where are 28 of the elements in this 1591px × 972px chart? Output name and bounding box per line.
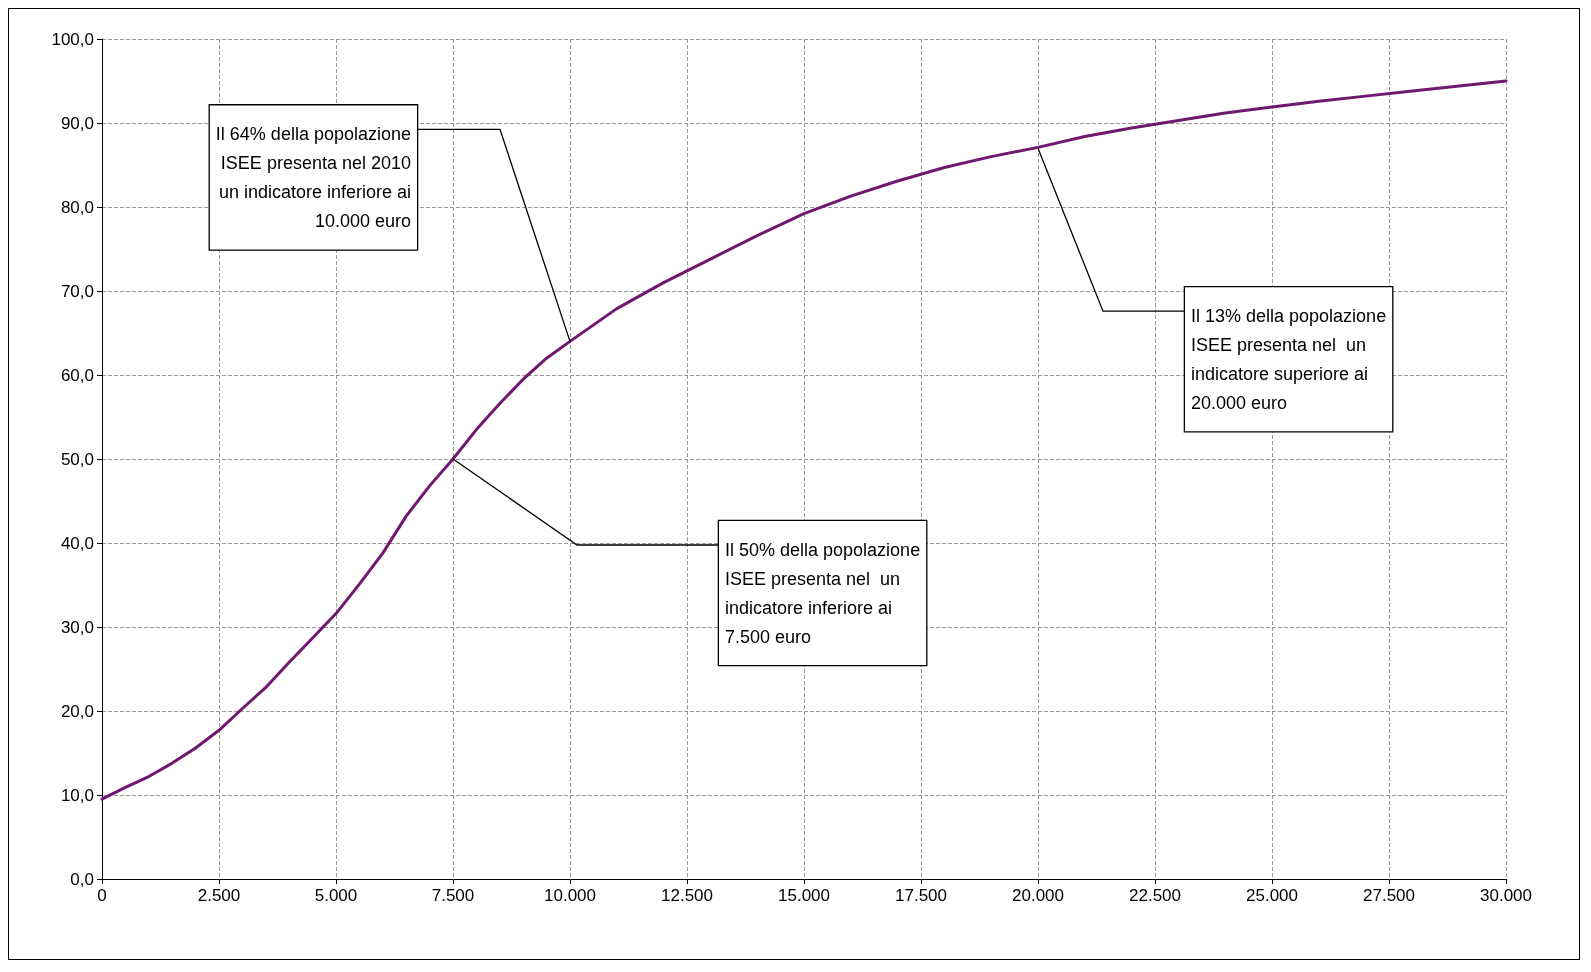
annotation: Il 64% della popolazione ISEE presenta nel 2010 un indicatore inferiore ai 10.000 euro: [215, 123, 411, 231]
x-tick-label: 5.000: [314, 886, 358, 905]
annotation: Il 50% della popolazione ISEE presenta nel un indicatore inferiore ai 7.500 euro: [725, 539, 921, 647]
line-series: [100, 79, 1508, 801]
x-tick-label: 10.000: [544, 886, 596, 905]
y-tick-label: 80,0: [60, 197, 94, 217]
x-tick-label: 25.000: [1246, 886, 1298, 905]
y-tick-label: 60,0: [60, 365, 94, 385]
x-tick-label: 2.500: [197, 886, 241, 905]
y-tick-label: 0,0: [70, 869, 94, 889]
x-tick-label: 7.500: [431, 886, 475, 905]
y-tick-label: 10,0: [60, 785, 94, 805]
y-tick-label: 40,0: [60, 533, 94, 553]
annotation: Il 13% della popolazione ISEE presenta nel un indicatore superiore ai 20.000 euro: [1191, 305, 1387, 413]
x-tick-label: 30.000: [1480, 886, 1532, 905]
y-tick-label: 20,0: [60, 701, 94, 721]
x-tick-label: 15.000: [778, 886, 830, 905]
x-tick-label: 20.000: [1012, 886, 1064, 905]
y-tick-label: 70,0: [60, 281, 94, 301]
x-tick-label: 0: [97, 886, 107, 905]
y-tick-label: 50,0: [60, 449, 94, 469]
x-tick-label: 22.500: [1129, 886, 1181, 905]
x-tick-label: 27.500: [1363, 886, 1415, 905]
y-tick-label: 30,0: [60, 617, 94, 637]
x-tick-label: 12.500: [661, 886, 713, 905]
y-tick-label: 90,0: [60, 113, 94, 133]
y-tick-label: 100,0: [51, 29, 94, 49]
x-tick-label: 17.500: [895, 886, 947, 905]
